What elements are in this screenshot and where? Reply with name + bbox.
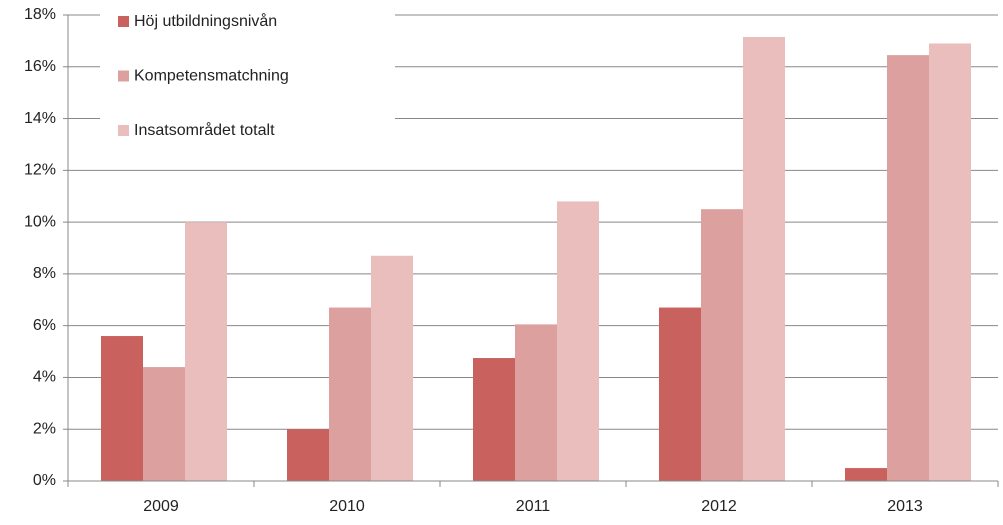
y-tick-label: 2% [33, 420, 56, 437]
bar [101, 336, 143, 481]
x-tick-label: 2010 [329, 498, 365, 515]
bar [143, 367, 185, 481]
y-tick-label: 8% [33, 265, 56, 282]
legend-swatch [118, 16, 129, 27]
legend-swatch [118, 70, 129, 82]
legend-label: Kompetensmatchning [134, 68, 289, 85]
legend-swatch [118, 125, 129, 136]
legend-label: Insatsområdet totalt [134, 121, 275, 139]
bar [743, 37, 785, 481]
bar [371, 255, 413, 481]
bar [659, 307, 701, 481]
x-tick-label: 2013 [887, 498, 923, 515]
y-tick-label: 18% [24, 6, 56, 23]
x-tick-label: 2009 [143, 498, 179, 515]
bar [473, 358, 515, 481]
bar [887, 55, 929, 481]
bar [515, 324, 557, 481]
legend-label: Höj utbildningsnivån [134, 12, 277, 30]
y-tick-label: 10% [24, 213, 56, 230]
bar [185, 222, 227, 481]
bar [557, 201, 599, 481]
y-tick-label: 4% [33, 369, 56, 386]
bar [845, 468, 887, 481]
y-tick-label: 6% [33, 317, 56, 334]
y-tick-label: 12% [24, 162, 56, 179]
bar [701, 209, 743, 481]
bar [287, 429, 329, 481]
x-tick-label: 2012 [701, 498, 737, 515]
y-tick-label: 14% [24, 110, 56, 127]
x-tick-label: 2011 [516, 498, 551, 515]
y-tick-label: 0% [33, 472, 56, 489]
bar [329, 307, 371, 481]
bar [929, 43, 971, 481]
y-tick-label: 16% [24, 58, 56, 75]
legend-background [100, 2, 395, 150]
